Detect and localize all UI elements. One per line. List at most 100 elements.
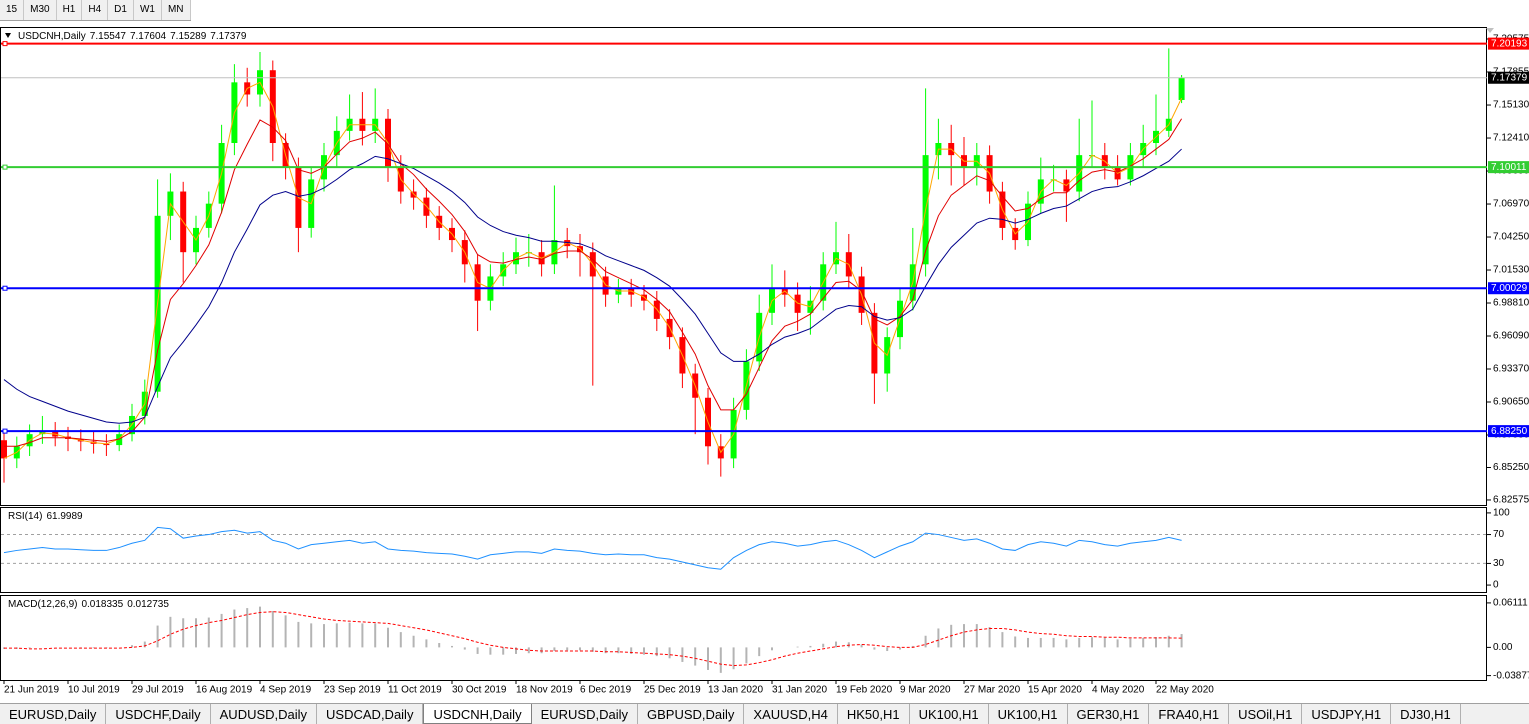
header-value: 7.17379 [210, 31, 247, 42]
line-label-box [1488, 161, 1529, 174]
x-tick-label: 4 May 2020 [1092, 685, 1145, 696]
line-label: 7.10011 [1491, 162, 1527, 173]
x-tick-label: 4 Sep 2019 [260, 685, 312, 696]
chart-tab[interactable]: FRA40,H1 [1149, 704, 1230, 724]
indicator-line [3, 81, 1183, 459]
chart-tab[interactable]: GBPUSD,Daily [638, 704, 745, 724]
timeframe-button[interactable]: MN [162, 0, 191, 20]
x-tick-label: 16 Aug 2019 [196, 685, 253, 696]
candle-body [1, 440, 7, 459]
candle-body [628, 288, 635, 295]
panel-header: MACD(12,26,9) 0.018335 0.012735 [8, 599, 169, 610]
x-tick-label: 13 Jan 2020 [708, 685, 763, 696]
x-tick-label: 23 Sep 2019 [324, 685, 381, 696]
panel-title: RSI(14) [8, 511, 42, 522]
header-value: 7.17604 [130, 31, 167, 42]
timeframe-button[interactable]: D1 [108, 0, 134, 20]
line-label: 7.00029 [1491, 283, 1528, 294]
line-handle [2, 164, 8, 170]
y-tick-label: 30 [1493, 558, 1505, 569]
chart-tab[interactable]: AUDUSD,Daily [211, 704, 318, 724]
line-handle [2, 41, 8, 47]
chart-tab[interactable]: USOil,H1 [1229, 704, 1303, 724]
chart-tab[interactable]: EURUSD,Daily [0, 704, 107, 724]
header-value: 7.15547 [90, 31, 127, 42]
y-tick-label: 7.04250 [1493, 232, 1529, 243]
chart-tab[interactable]: GER30,H1 [1068, 704, 1150, 724]
candle-body [116, 434, 123, 446]
x-tick-label: 10 Jul 2019 [68, 685, 120, 696]
timeframe-button[interactable]: W1 [134, 0, 162, 20]
y-tick-label: -0.03877 [1493, 670, 1529, 681]
panel-header: RSI(14) 61.9989 [8, 511, 83, 522]
indicator-line [3, 526, 1182, 570]
panel-title: MACD(12,26,9) [8, 599, 77, 610]
shift-marker [1486, 28, 1494, 33]
y-tick-label: 6.82575 [1493, 495, 1529, 506]
candle-body [1178, 77, 1185, 100]
y-tick-label: 6.98810 [1493, 298, 1529, 309]
bid-label-box [1488, 71, 1529, 84]
timeframe-button[interactable]: 15 [0, 0, 25, 20]
y-tick-label: 7.12410 [1493, 133, 1529, 144]
candle-body [103, 443, 110, 446]
y-tick-label: 6.96090 [1493, 331, 1529, 342]
rsi-panel [0, 507, 1487, 593]
timeframe-button[interactable]: H4 [82, 0, 109, 20]
timeframe-button[interactable]: M30 [24, 0, 57, 20]
header-value: 61.9989 [46, 511, 83, 522]
x-tick-label: 30 Oct 2019 [452, 685, 507, 696]
y-tick-label: 100 [1493, 508, 1510, 519]
x-tick-label: 9 Mar 2020 [900, 685, 951, 696]
x-tick-label: 6 Dec 2019 [580, 685, 632, 696]
bid-label: 7.17379 [1491, 72, 1528, 83]
y-tick-label: 7.01530 [1493, 265, 1529, 276]
chart-tab[interactable]: HK50,H1 [838, 704, 910, 724]
panel-header: USDCNH,Daily 7.15547 7.17604 7.15289 7.17379 [18, 31, 247, 42]
x-tick-label: 18 Nov 2019 [516, 685, 573, 696]
chart-tab[interactable]: DJ30,H1 [1391, 704, 1461, 724]
line-label-box [1488, 425, 1529, 438]
y-tick-label: 6.93370 [1493, 364, 1529, 375]
indicator-line [4, 118, 1183, 447]
x-tick-label: 15 Apr 2020 [1028, 685, 1082, 696]
chart-tabs: EURUSD,Daily USDCHF,Daily AUDUSD,Daily USDC… [0, 703, 1529, 724]
y-tick-label: 6.85250 [1493, 462, 1529, 473]
chart-tab[interactable]: EURUSD,Daily [532, 704, 638, 724]
x-tick-label: 19 Feb 2020 [836, 685, 893, 696]
x-tick-label: 27 Mar 2020 [964, 685, 1021, 696]
x-tick-label: 11 Oct 2019 [388, 685, 442, 696]
chart-tab[interactable]: USDCAD,Daily [317, 704, 424, 724]
x-tick-label: 31 Jan 2020 [772, 685, 827, 696]
line-label: 6.88250 [1491, 426, 1528, 437]
line-label: 7.20193 [1491, 38, 1528, 49]
main-panel [0, 27, 1487, 506]
y-tick-label: 7.06970 [1493, 199, 1529, 210]
x-tick-label: 22 May 2020 [1156, 685, 1214, 696]
chart-tab[interactable]: USDJPY,H1 [1302, 704, 1392, 724]
y-tick-label: 7.15130 [1493, 100, 1529, 111]
candle-body [602, 276, 609, 295]
timeframe-button[interactable]: H1 [57, 0, 83, 20]
candle-body [794, 294, 801, 313]
y-tick-label: 0 [1493, 580, 1499, 591]
indicator-line [3, 148, 1182, 424]
symbol-menu-arrow [5, 33, 11, 38]
macd-panel [0, 595, 1487, 681]
chart-tab[interactable]: UK100,H1 [989, 704, 1068, 724]
candle-body [615, 288, 622, 295]
y-tick-label: 70 [1493, 529, 1505, 540]
x-tick-label: 25 Dec 2019 [644, 685, 701, 696]
chart-tab[interactable]: USDCHF,Daily [106, 704, 211, 724]
chart-tab[interactable]: USDCNH,Daily [423, 704, 532, 724]
y-tick-label: 0.06111 [1493, 598, 1528, 609]
header-value: 7.15289 [170, 31, 207, 42]
line-label-box [1488, 282, 1529, 295]
chart-tab[interactable]: XAUUSD,H4 [744, 704, 838, 724]
line-handle [2, 285, 8, 291]
indicator-line [4, 611, 1182, 667]
chart-tab[interactable]: UK100,H1 [910, 704, 989, 724]
x-tick-label: 29 Jul 2019 [132, 685, 184, 696]
chart: USDCNH,Daily 7.15547 7.17604 7.15289 7.17379… [0, 27, 1529, 696]
